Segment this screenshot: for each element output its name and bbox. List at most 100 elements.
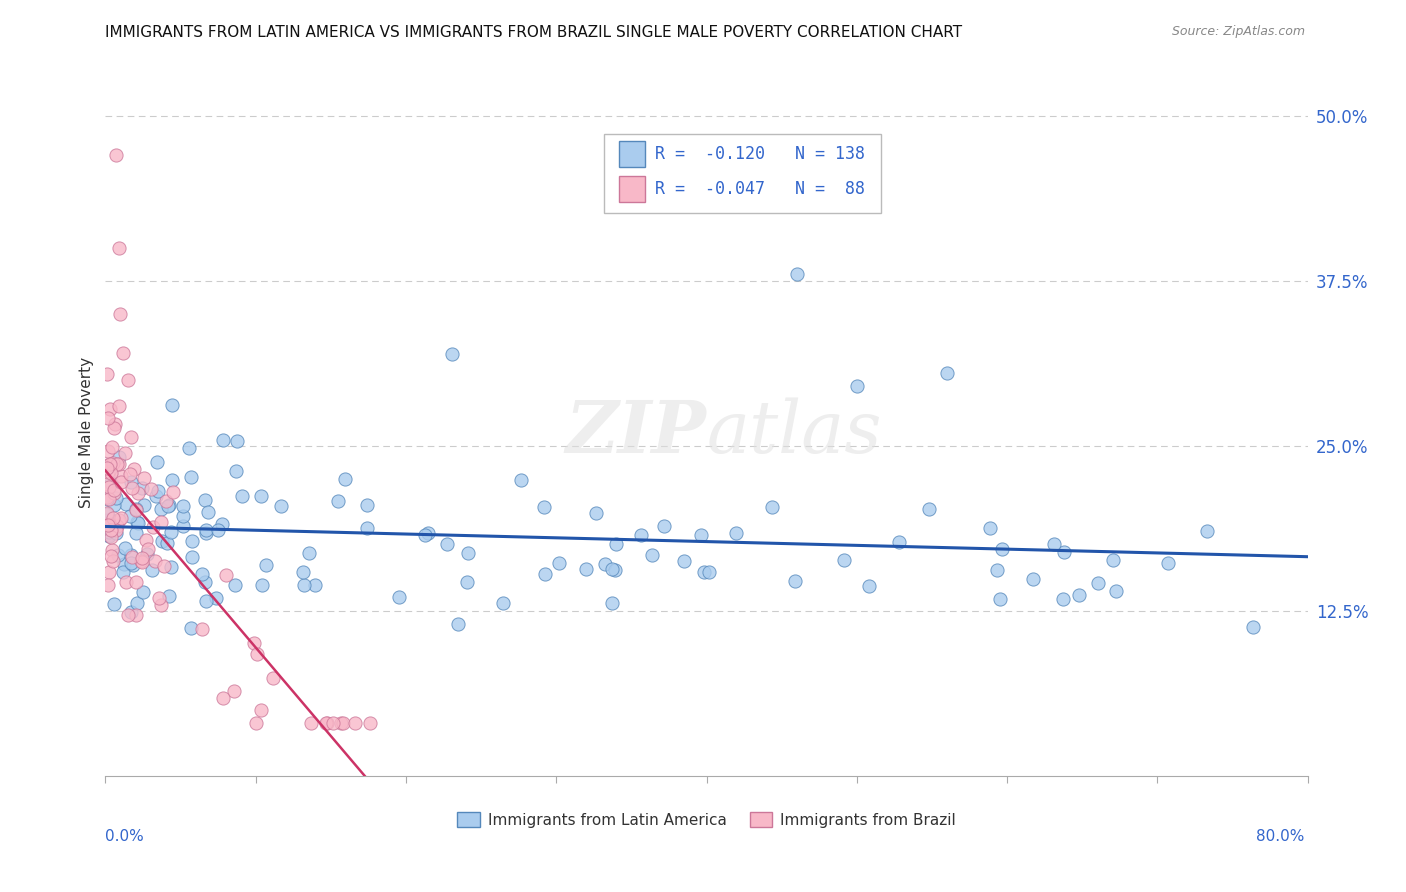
- Point: [641, 548, 664, 562]
- Text: R =  -0.047   N =  88: R = -0.047 N = 88: [655, 180, 865, 198]
- Point: [194, 575, 217, 590]
- Point: [101, 514, 124, 528]
- Point: [96, 459, 118, 474]
- Point: [834, 553, 856, 567]
- Point: [98, 480, 121, 494]
- Point: [104, 491, 127, 505]
- Point: [845, 379, 868, 393]
- Point: [585, 506, 607, 520]
- Point: [298, 546, 321, 560]
- Point: [136, 541, 159, 556]
- Point: [574, 562, 596, 576]
- Point: [135, 533, 157, 548]
- Point: [533, 500, 555, 515]
- Text: Source: ZipAtlas.com: Source: ZipAtlas.com: [1171, 25, 1305, 38]
- Point: [120, 549, 142, 563]
- Point: [105, 457, 128, 471]
- Point: [149, 599, 172, 613]
- Point: [131, 551, 153, 566]
- Point: [132, 471, 155, 485]
- Point: [98, 524, 121, 539]
- Point: [125, 596, 148, 610]
- Text: 80.0%: 80.0%: [1257, 830, 1305, 844]
- Point: [101, 514, 124, 528]
- Point: [118, 467, 141, 481]
- Point: [292, 566, 315, 580]
- Point: [160, 524, 183, 539]
- Point: [181, 534, 204, 549]
- Point: [103, 421, 125, 435]
- Point: [120, 475, 142, 490]
- Point: [105, 523, 128, 537]
- Point: [160, 473, 183, 487]
- Point: [1052, 545, 1074, 559]
- Point: [343, 716, 366, 731]
- Point: [212, 433, 235, 447]
- Point: [110, 469, 132, 483]
- Point: [114, 541, 136, 556]
- Point: [143, 554, 166, 568]
- Point: [785, 574, 807, 589]
- Point: [120, 605, 142, 619]
- Point: [107, 450, 129, 465]
- Point: [127, 485, 149, 500]
- Point: [446, 616, 468, 631]
- Point: [131, 554, 153, 568]
- Point: [100, 466, 122, 480]
- Point: [142, 519, 165, 533]
- Point: [160, 559, 183, 574]
- Point: [150, 534, 173, 549]
- Point: [125, 503, 148, 517]
- Point: [211, 516, 233, 531]
- Point: [124, 502, 146, 516]
- Point: [180, 470, 202, 484]
- Point: [918, 502, 941, 516]
- Point: [177, 441, 200, 455]
- Point: [225, 464, 247, 478]
- Point: [988, 592, 1011, 607]
- Point: [246, 647, 269, 661]
- Text: ZIP: ZIP: [565, 397, 707, 468]
- Point: [97, 516, 120, 531]
- Point: [115, 574, 138, 589]
- Bar: [605, 134, 880, 213]
- Point: [125, 607, 148, 622]
- Point: [254, 558, 277, 572]
- Point: [118, 509, 141, 524]
- Point: [125, 575, 148, 590]
- Point: [134, 498, 156, 512]
- Point: [98, 401, 121, 416]
- Point: [115, 497, 138, 511]
- Text: R =  -0.120   N = 138: R = -0.120 N = 138: [655, 145, 865, 163]
- Point: [149, 515, 172, 529]
- Point: [249, 703, 271, 717]
- Y-axis label: Single Male Poverty: Single Male Poverty: [79, 357, 94, 508]
- Point: [117, 373, 139, 387]
- Point: [103, 483, 125, 497]
- Point: [136, 547, 159, 561]
- Point: [224, 578, 246, 592]
- Point: [131, 481, 153, 495]
- Point: [101, 456, 124, 470]
- Point: [180, 621, 202, 635]
- Point: [120, 556, 142, 570]
- Point: [724, 526, 747, 541]
- Point: [1052, 592, 1074, 607]
- Point: [121, 481, 143, 495]
- Point: [149, 502, 172, 516]
- Point: [593, 557, 616, 571]
- Point: [110, 307, 132, 321]
- Point: [316, 716, 339, 731]
- Point: [157, 589, 180, 603]
- Point: [333, 472, 356, 486]
- Point: [786, 267, 808, 281]
- Point: [103, 485, 125, 500]
- Point: [172, 518, 194, 533]
- Point: [245, 716, 267, 731]
- Point: [936, 366, 959, 380]
- Point: [332, 716, 354, 731]
- Point: [652, 519, 675, 533]
- Point: [1067, 588, 1090, 602]
- Point: [1022, 572, 1045, 586]
- Point: [1087, 575, 1109, 590]
